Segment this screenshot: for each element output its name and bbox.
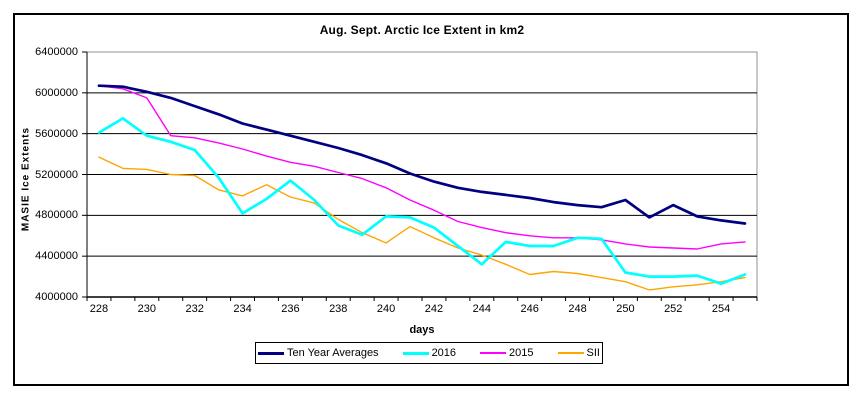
series-line-2015 (98, 84, 746, 250)
series-line-2016 (97, 117, 747, 286)
figure-border (13, 13, 849, 386)
y-axis-tick-label: 5600000 (35, 127, 78, 140)
x-axis-tick-label: 236 (281, 303, 300, 315)
legend-label-sii: SII (586, 347, 600, 359)
x-axis-tick-label: 238 (329, 303, 348, 315)
legend-label-ten-year-averages: Ten Year Averages (287, 347, 379, 359)
legend-item-2015: 2015 (480, 347, 534, 359)
x-axis-tick-label: 240 (376, 303, 396, 315)
x-axis-title: days (409, 324, 435, 336)
series-line-sii (98, 156, 746, 291)
x-axis-tick-label: 254 (711, 303, 731, 315)
legend-swatch-2015 (480, 352, 507, 354)
x-axis-tick-label: 230 (137, 303, 156, 315)
x-axis-tick-label: 244 (472, 303, 491, 315)
x-axis-tick-label: 232 (185, 303, 204, 315)
legend-item-sii: SII (557, 347, 600, 359)
y-axis-tick-label: 4400000 (35, 250, 78, 263)
x-axis-tick-label: 234 (233, 303, 252, 315)
legend-label-2015: 2015 (509, 347, 534, 359)
y-axis-tick-label: 6400000 (35, 46, 78, 58)
y-axis-tick-label: 4800000 (35, 209, 78, 222)
legend-item-2016: 2016 (402, 347, 457, 359)
y-axis-tick-label: 5200000 (35, 168, 78, 181)
legend-item-ten-year-averages: Ten Year Averages (258, 347, 379, 359)
x-axis-tick-label: 228 (89, 303, 109, 315)
chart-title: Aug. Sept. Arctic Ice Extent in km2 (319, 23, 525, 37)
x-axis-tick-label: 252 (664, 303, 683, 315)
x-axis-tick-label: 250 (616, 303, 635, 315)
y-axis-tick-label: 6000000 (35, 86, 78, 99)
x-axis-tick-label: 246 (520, 303, 539, 315)
series-line-ten-year-averages (97, 84, 747, 225)
x-axis-tick-label: 242 (424, 303, 444, 315)
x-axis-tick-label: 248 (568, 303, 587, 315)
legend-swatch-sii (557, 352, 584, 354)
legend-swatch-ten-year-averages (258, 351, 285, 355)
legend-label-2016: 2016 (431, 347, 457, 359)
y-axis-tick-label: 4000000 (35, 291, 78, 303)
legend: Ten Year Averages 2016 2015 SII (255, 342, 603, 364)
legend-swatch-2016 (402, 351, 429, 355)
